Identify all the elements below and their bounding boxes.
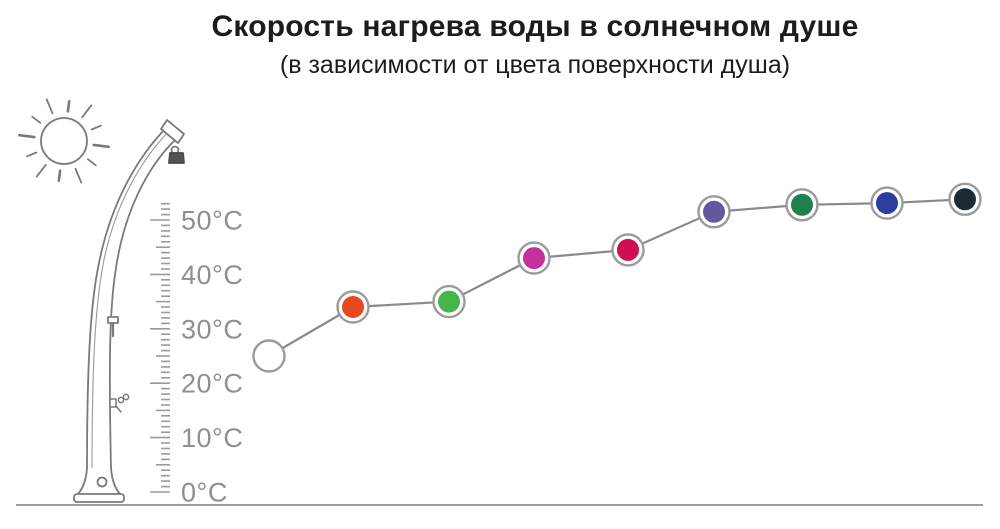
- data-point-fill: [876, 192, 898, 215]
- sun-ray: [35, 163, 47, 178]
- shower-base-hole: [96, 476, 108, 488]
- data-point-purple: [697, 195, 731, 229]
- header: Скорость нагрева воды в солнечном душе (…: [70, 10, 1000, 80]
- sun-ray: [57, 169, 62, 182]
- data-point-fill: [342, 296, 364, 318]
- data-point-fill: [438, 290, 460, 313]
- sun-ray: [18, 133, 36, 139]
- data-point-orange: [336, 290, 370, 324]
- data-point-black: [948, 182, 982, 217]
- data-point-dark-green: [785, 188, 819, 222]
- data-point-pink: [517, 241, 551, 275]
- sun-ray: [86, 158, 97, 167]
- sun-ray: [74, 167, 83, 184]
- sun-ray: [45, 98, 54, 115]
- shower-top-cap: [160, 119, 185, 144]
- shower-tap: [109, 393, 130, 413]
- y-axis-label-10: 10°C: [181, 423, 243, 453]
- data-point-green: [432, 284, 466, 319]
- shower-head-icon: [168, 152, 185, 164]
- data-point-fill: [617, 238, 639, 261]
- y-axis-label-0: 0°C: [181, 478, 228, 508]
- shower-foot: [76, 467, 122, 496]
- page-subtitle: (в зависимости от цвета поверхности душа…: [279, 51, 791, 79]
- data-point-blue: [870, 186, 904, 220]
- sun-ray: [90, 124, 102, 131]
- data-point-white: [252, 339, 286, 373]
- temperature-trend-line: [268, 198, 966, 357]
- sun-rays: [18, 98, 110, 184]
- y-axis-label-50: 50°C: [181, 206, 243, 236]
- shower-base-plate: [73, 493, 125, 503]
- sun-icon: [18, 98, 110, 184]
- shower-column-inner-line: [91, 131, 169, 471]
- data-point-crimson: [611, 233, 645, 267]
- temperature-ruler: 50°C 40°C 30°C 20°C 10°C 0°C: [150, 202, 243, 508]
- data-point-fill: [791, 193, 813, 216]
- solar-shower-illustration: [73, 119, 185, 503]
- sun-ray: [92, 143, 110, 149]
- shower-valve: [107, 316, 119, 338]
- sun-ray: [81, 104, 93, 119]
- sun-ray: [31, 115, 42, 124]
- chart-layer: [252, 182, 982, 373]
- data-point-fill: [703, 200, 725, 223]
- y-axis-label-20: 20°C: [181, 369, 243, 399]
- data-point-fill: [258, 345, 280, 367]
- sun-ray: [66, 100, 71, 113]
- data-point-fill: [523, 247, 545, 270]
- page-title: Скорость нагрева воды в солнечном душе: [211, 10, 859, 43]
- y-axis-label-30: 30°C: [181, 314, 243, 344]
- data-point-fill: [954, 188, 976, 211]
- sun-ray: [26, 151, 38, 158]
- y-axis-label-40: 40°C: [181, 260, 243, 290]
